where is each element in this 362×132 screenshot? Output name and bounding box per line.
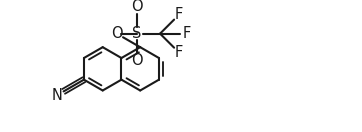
- Text: N: N: [52, 88, 63, 103]
- Text: O: O: [111, 26, 123, 41]
- Text: F: F: [183, 26, 191, 41]
- Text: O: O: [131, 53, 142, 68]
- Text: S: S: [132, 26, 141, 41]
- Text: F: F: [175, 7, 183, 22]
- Text: O: O: [131, 0, 142, 14]
- Text: F: F: [175, 45, 183, 60]
